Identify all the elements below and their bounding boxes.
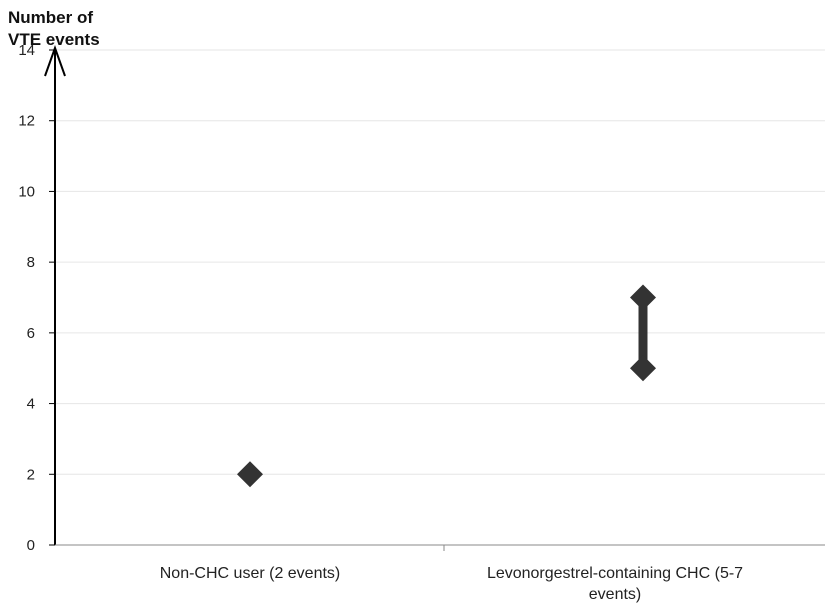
- y-tick-label: 2: [27, 466, 35, 483]
- y-tick-label: 10: [18, 183, 35, 200]
- range-low-marker: [630, 355, 656, 382]
- axes: [44, 45, 825, 546]
- y-tick-label: 4: [27, 396, 35, 413]
- category-label: Non-CHC user (2 events): [160, 565, 341, 582]
- range-high-marker: [630, 284, 656, 311]
- category-labels: Non-CHC user (2 events) Levonorgestrel-co…: [160, 565, 743, 603]
- y-tick-label: 14: [18, 42, 35, 59]
- y-axis-label-line: Number of: [8, 8, 93, 27]
- y-axis-label-line: VTE events: [8, 30, 100, 49]
- category-label: Levonorgestrel-containing CHC (5-7: [487, 565, 743, 582]
- data-markers: [237, 284, 656, 488]
- y-tick-label: 6: [27, 325, 35, 342]
- category-label: events): [589, 586, 641, 603]
- y-tick-label: 8: [27, 254, 35, 271]
- gridlines: [55, 49, 825, 475]
- y-tick-label: 0: [27, 537, 35, 554]
- y-axis-label: Number of VTE events: [8, 8, 100, 49]
- y-axis-arrow-icon: [44, 45, 66, 77]
- y-tick-label: 12: [18, 113, 35, 130]
- y-tick-labels: 0 2 4 6 8 10 12 14: [18, 42, 55, 554]
- point-marker: [237, 461, 263, 488]
